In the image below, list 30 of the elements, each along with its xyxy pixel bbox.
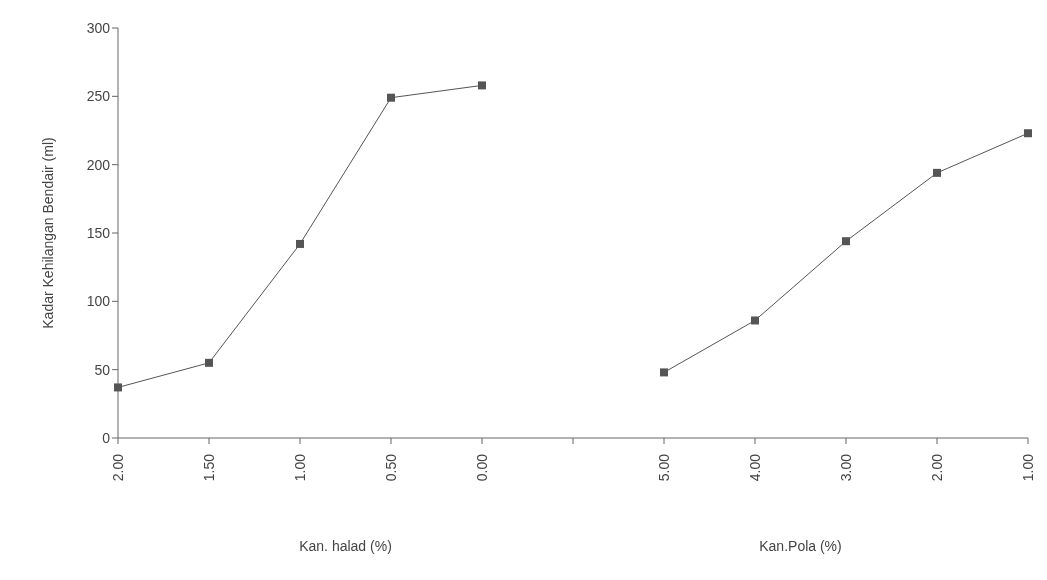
x-tick-label: 3.00 xyxy=(838,453,854,482)
y-tick-label: 50 xyxy=(94,361,111,378)
point xyxy=(1024,129,1032,138)
y-tick-label: 150 xyxy=(86,224,111,241)
y-tick-label: 200 xyxy=(86,156,111,173)
y-axis-title: Kadar Kehilangan Bendair (ml) xyxy=(39,137,56,329)
x-tick-label: 2.00 xyxy=(929,453,945,482)
x-tick-label: 5.00 xyxy=(656,453,672,482)
y-tick-label: 250 xyxy=(86,88,111,105)
point xyxy=(114,383,122,392)
y-tick-label: 300 xyxy=(86,19,111,36)
point xyxy=(842,237,850,246)
x-tick-label: 0.50 xyxy=(383,453,399,482)
point xyxy=(205,358,213,367)
y-tick-label: 100 xyxy=(86,293,111,310)
x-tick-label: 0.00 xyxy=(474,453,490,482)
text: Kan. halad (%) xyxy=(298,538,393,554)
x-tick-label: 1.00 xyxy=(1020,453,1036,482)
x-tick-label: 1.50 xyxy=(201,453,217,482)
point xyxy=(933,168,941,177)
y-tick-label: 0 xyxy=(102,429,111,446)
point xyxy=(751,316,759,325)
point xyxy=(387,93,395,102)
point xyxy=(660,368,668,377)
text: Kan.Pola (%) xyxy=(758,538,843,554)
x-tick-label: 1.00 xyxy=(292,453,308,482)
point xyxy=(478,81,486,90)
x-tick-label: 2.00 xyxy=(110,453,126,482)
x-tick-label: 4.00 xyxy=(747,453,763,482)
point xyxy=(296,239,304,248)
